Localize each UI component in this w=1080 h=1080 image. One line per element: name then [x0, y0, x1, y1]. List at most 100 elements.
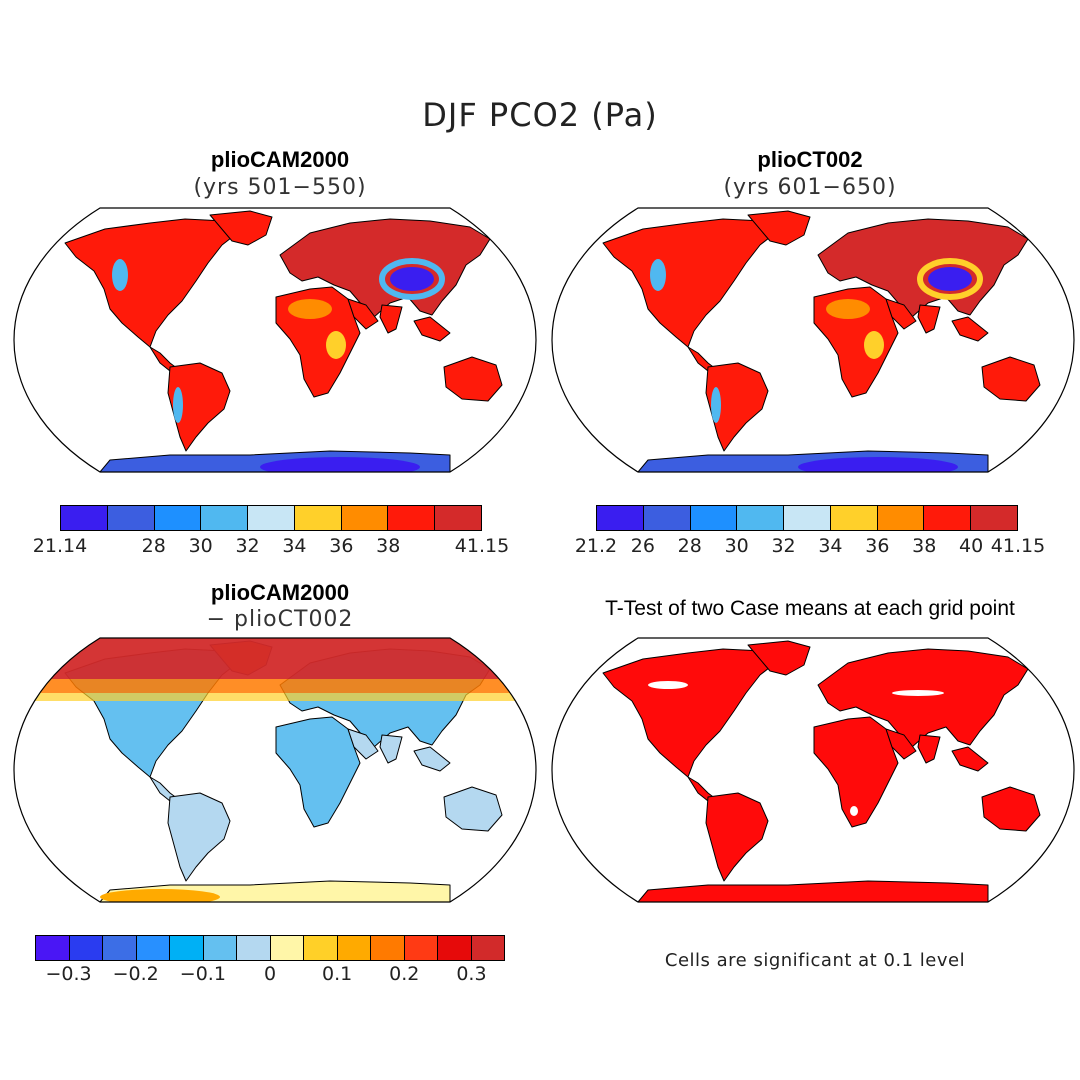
colorbar-swatch — [107, 506, 155, 530]
colorbar-tick-label: 28 — [677, 535, 702, 557]
tibet-halo — [917, 258, 983, 300]
colorbar-tick-label: 26 — [630, 535, 655, 557]
yellow-transition-band — [14, 693, 536, 701]
colorbar-swatch — [201, 506, 249, 530]
colorbar-tick-label: 32 — [771, 535, 796, 557]
nonsignificant-asia — [892, 690, 944, 696]
landmass-seasia — [951, 746, 989, 772]
colorbar-swatch — [737, 506, 785, 530]
landmass-australia — [443, 356, 503, 402]
colorbar-swatch — [294, 506, 342, 530]
colorbar-swatch — [136, 936, 170, 960]
colorbar-tick-label: 0 — [263, 963, 277, 985]
nonsignificant-africa — [850, 806, 858, 816]
colorbar-swatch — [924, 506, 972, 530]
panel-a-title: plioCAM2000 — [210, 147, 350, 172]
colorbar-tick-label: −0.3 — [45, 963, 92, 985]
landmass-africa — [275, 716, 361, 828]
antarctic-orange — [100, 889, 220, 902]
landmass-seasia — [413, 746, 451, 772]
colorbar-swatch — [643, 506, 691, 530]
map-frame — [13, 637, 537, 903]
landmass-namerica — [602, 648, 779, 778]
colorbar-swatch — [830, 506, 878, 530]
panel-d-map — [551, 637, 1075, 903]
panel-a-colorbar-labels: 21.14 28 30 32 34 36 38 41.15 — [33, 535, 509, 559]
colorbar-tick-label: 34 — [818, 535, 843, 557]
colorbar-swatch — [36, 936, 70, 960]
rockies-low — [650, 259, 666, 291]
antarctic-violet — [798, 457, 958, 472]
colorbar-swatch — [170, 936, 204, 960]
sahara-orange — [288, 299, 332, 319]
colorbar-tick-label: −0.2 — [112, 963, 159, 985]
colorbar-tick-label: 0.1 — [322, 963, 353, 985]
panel-c-colorbar — [35, 935, 505, 961]
figure-title: DJF PCO2 (Pa) — [422, 96, 658, 134]
colorbar-swatch — [435, 506, 482, 530]
tibet-low-region — [390, 267, 434, 291]
panel-b-colorbar-labels: 21.2 26 28 30 32 34 36 38 40 41.15 — [575, 535, 1045, 559]
landmass-africa — [813, 716, 899, 828]
colorbar-swatch — [61, 506, 108, 530]
east-africa-yellow — [326, 331, 346, 359]
colorbar-swatch — [154, 506, 202, 530]
landmass-samerica — [705, 362, 769, 452]
colorbar-tick-label: 0.3 — [456, 963, 487, 985]
landmass-australia — [981, 356, 1041, 402]
map-frame — [551, 207, 1075, 473]
panel-a-map — [13, 207, 537, 473]
colorbar-tick-label: 38 — [376, 535, 401, 557]
colorbar-tick-label: 28 — [141, 535, 166, 557]
landmass-namerica — [64, 218, 241, 348]
colorbar-swatch — [103, 936, 137, 960]
colorbar-swatch — [203, 936, 237, 960]
colorbar-tick-label: 40 — [959, 535, 984, 557]
panel-c-map — [13, 637, 537, 903]
landmass-australia — [443, 786, 503, 832]
panel-d-title: T-Test of two Case means at each grid po… — [605, 597, 1015, 620]
colorbar-swatch — [438, 936, 472, 960]
landmass-india — [379, 734, 403, 764]
ttest-significance-note: Cells are significant at 0.1 level — [664, 950, 966, 971]
colorbar-swatch — [270, 936, 304, 960]
tibet-halo — [379, 258, 445, 300]
colorbar-tick-label: 30 — [724, 535, 749, 557]
map-frame — [13, 207, 537, 473]
colorbar-swatch — [371, 936, 405, 960]
colorbar-tick-label: 41.15 — [454, 535, 510, 557]
colorbar-swatch — [341, 506, 389, 530]
landmass-arabia — [885, 728, 917, 760]
colorbar-tick-label: 32 — [235, 535, 260, 557]
colorbar-swatch — [471, 936, 504, 960]
landmass-arabia — [347, 298, 379, 330]
colorbar-swatch — [597, 506, 644, 530]
colorbar-tick-label: 30 — [188, 535, 213, 557]
landmass-samerica — [167, 792, 231, 882]
colorbar-swatch — [690, 506, 738, 530]
landmass-antarctica — [637, 880, 989, 902]
east-africa-yellow — [864, 331, 884, 359]
colorbar-swatch — [404, 936, 438, 960]
panel-c-colorbar-labels: −0.3 −0.2 −0.1 0 0.1 0.2 0.3 — [35, 963, 505, 987]
panel-c-subtitle: − plioCT002 — [206, 607, 354, 632]
landmass-samerica — [705, 792, 769, 882]
colorbar-tick-label: 36 — [329, 535, 354, 557]
landmass-seasia — [413, 316, 451, 342]
colorbar-swatch — [388, 506, 436, 530]
andes-low — [173, 387, 183, 423]
colorbar-tick-label: −0.1 — [179, 963, 226, 985]
colorbar-tick-label: 36 — [865, 535, 890, 557]
antarctic-violet — [260, 457, 420, 472]
panel-c-title: plioCAM2000 — [210, 580, 350, 605]
colorbar-tick-label: 21.2 — [574, 535, 618, 557]
panel-b-title: plioCT002 — [757, 147, 863, 172]
rockies-low — [112, 259, 128, 291]
panel-b-map — [551, 207, 1075, 473]
colorbar-swatch — [337, 936, 371, 960]
landmass-australia — [981, 786, 1041, 832]
colorbar-swatch — [784, 506, 831, 530]
colorbar-swatch — [877, 506, 925, 530]
colorbar-tick-label: 38 — [912, 535, 937, 557]
landmass-arabia — [347, 728, 379, 760]
